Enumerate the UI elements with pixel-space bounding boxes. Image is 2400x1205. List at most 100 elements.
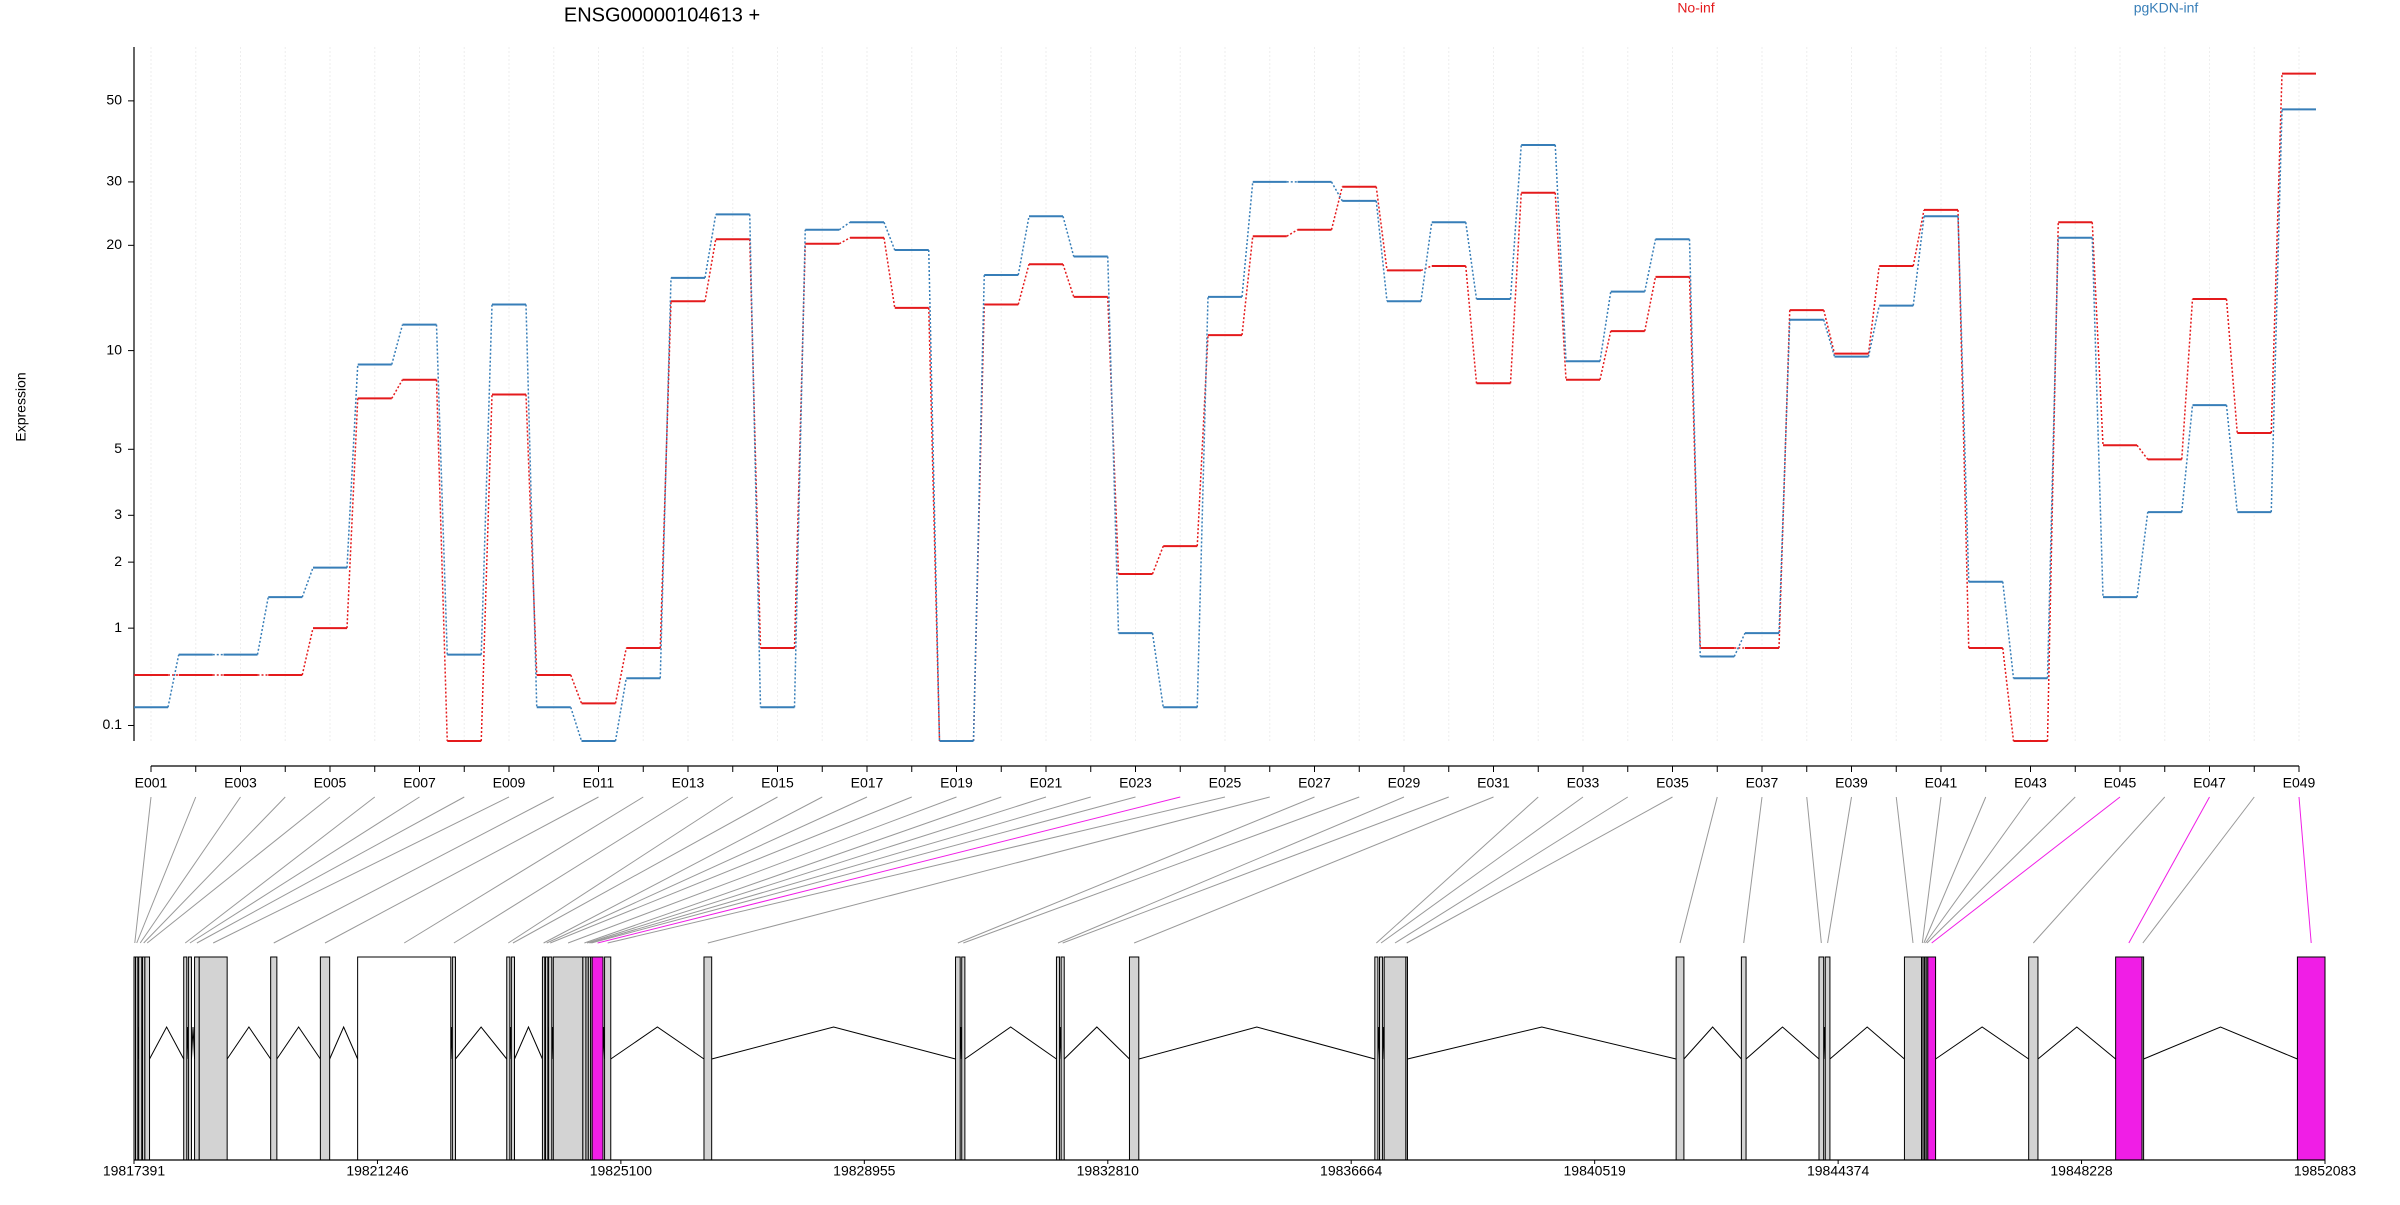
- exon-link: [134, 796, 152, 944]
- exon: [1055, 956, 1061, 1161]
- x-tick-label: E025: [1209, 775, 1242, 791]
- connector: [883, 221, 896, 251]
- x-tick-label: E045: [2104, 775, 2137, 791]
- exon: [319, 956, 331, 1161]
- exon-link: [597, 796, 1181, 944]
- exon-link: [1057, 796, 1405, 944]
- connector: [1823, 310, 1836, 354]
- intron: [964, 1026, 1057, 1060]
- exon-link: [146, 796, 331, 944]
- exon-link: [189, 796, 420, 944]
- connector: [2091, 222, 2104, 446]
- x-tick-label: E007: [403, 775, 436, 791]
- genomic-tick-label: 19840519: [1564, 1163, 1627, 1179]
- x-tick-label: E005: [314, 775, 347, 791]
- connector: [256, 596, 269, 655]
- connector: [1778, 319, 1791, 634]
- connector: [1957, 209, 1970, 649]
- genomic-tick-label: 19817391: [103, 1163, 166, 1179]
- x-tick-label: E043: [2014, 775, 2047, 791]
- exon-link: [1376, 796, 1539, 944]
- connector: [1375, 200, 1388, 302]
- genomic-tick-label: 19848228: [2050, 1163, 2113, 1179]
- exon: [451, 956, 456, 1161]
- exon-link: [512, 796, 778, 944]
- exon: [270, 956, 278, 1161]
- exon: [1903, 956, 1923, 1161]
- x-tick-label: E015: [761, 775, 794, 791]
- connector: [1151, 545, 1164, 575]
- x-tick-label: E011: [583, 775, 615, 791]
- exon-link: [403, 796, 644, 944]
- y-tick-label: 2: [114, 553, 122, 569]
- connector: [525, 304, 538, 708]
- exon-link: [1895, 796, 1914, 944]
- connector: [1196, 296, 1209, 708]
- exon-link: [1743, 796, 1763, 944]
- exon-link: [2298, 796, 2312, 944]
- connector: [2181, 405, 2194, 513]
- connector: [614, 647, 627, 704]
- intron: [329, 1025, 359, 1060]
- exon: [187, 956, 192, 1161]
- connector: [435, 324, 448, 655]
- connector: [1465, 222, 1478, 300]
- intron: [1407, 1026, 1677, 1060]
- y-axis-label: Expression: [13, 372, 29, 441]
- x-tick-label: E027: [1298, 775, 1331, 791]
- exon: [510, 956, 516, 1161]
- connector: [435, 379, 448, 742]
- intron: [276, 1026, 321, 1060]
- connector: [2270, 109, 2283, 513]
- connector: [659, 277, 672, 679]
- intron: [1935, 1026, 2029, 1060]
- intron: [1063, 1026, 1130, 1060]
- exon-link: [546, 796, 868, 944]
- exon: [138, 956, 143, 1161]
- exon-link: [1921, 796, 1942, 944]
- intron: [190, 1026, 196, 1060]
- exon-link: [707, 796, 1270, 944]
- exon: [1740, 956, 1747, 1161]
- exon-link: [567, 796, 957, 944]
- exon-link: [589, 796, 1091, 944]
- x-tick-label: E017: [851, 775, 884, 791]
- exon: [194, 956, 200, 1161]
- exon-link: [324, 796, 599, 944]
- exon: [1378, 956, 1384, 1161]
- intron: [610, 1026, 705, 1060]
- exon-link: [273, 796, 554, 944]
- connector: [1509, 144, 1522, 300]
- connector: [1420, 222, 1433, 302]
- connector: [1062, 216, 1075, 257]
- connector: [2225, 405, 2238, 513]
- connector: [167, 654, 180, 708]
- connector: [1554, 192, 1567, 380]
- exon: [198, 956, 228, 1161]
- exon: [604, 956, 612, 1161]
- connector: [1912, 209, 1925, 267]
- exon-link: [1133, 796, 1494, 944]
- connector: [928, 307, 941, 742]
- connector: [1554, 144, 1567, 362]
- connector: [1420, 265, 1433, 272]
- x-tick-label: E039: [1835, 775, 1868, 791]
- exon-link: [586, 796, 1047, 944]
- connector: [1241, 181, 1254, 297]
- x-tick-label: E023: [1119, 775, 1152, 791]
- x-tick-label: E009: [493, 775, 526, 791]
- x-tick-label: E019: [940, 775, 973, 791]
- exon: [1374, 956, 1379, 1161]
- exon-link: [1380, 796, 1584, 944]
- connector: [614, 678, 627, 742]
- connector: [2002, 581, 2015, 679]
- exon: [2115, 956, 2143, 1161]
- x-tick-label: E037: [1746, 775, 1779, 791]
- exon-link: [1679, 796, 1718, 944]
- connector: [1644, 276, 1657, 332]
- exon-link: [963, 796, 1360, 944]
- exon: [1128, 956, 1140, 1161]
- y-tick-label: 20: [106, 236, 122, 252]
- connector: [1688, 239, 1701, 657]
